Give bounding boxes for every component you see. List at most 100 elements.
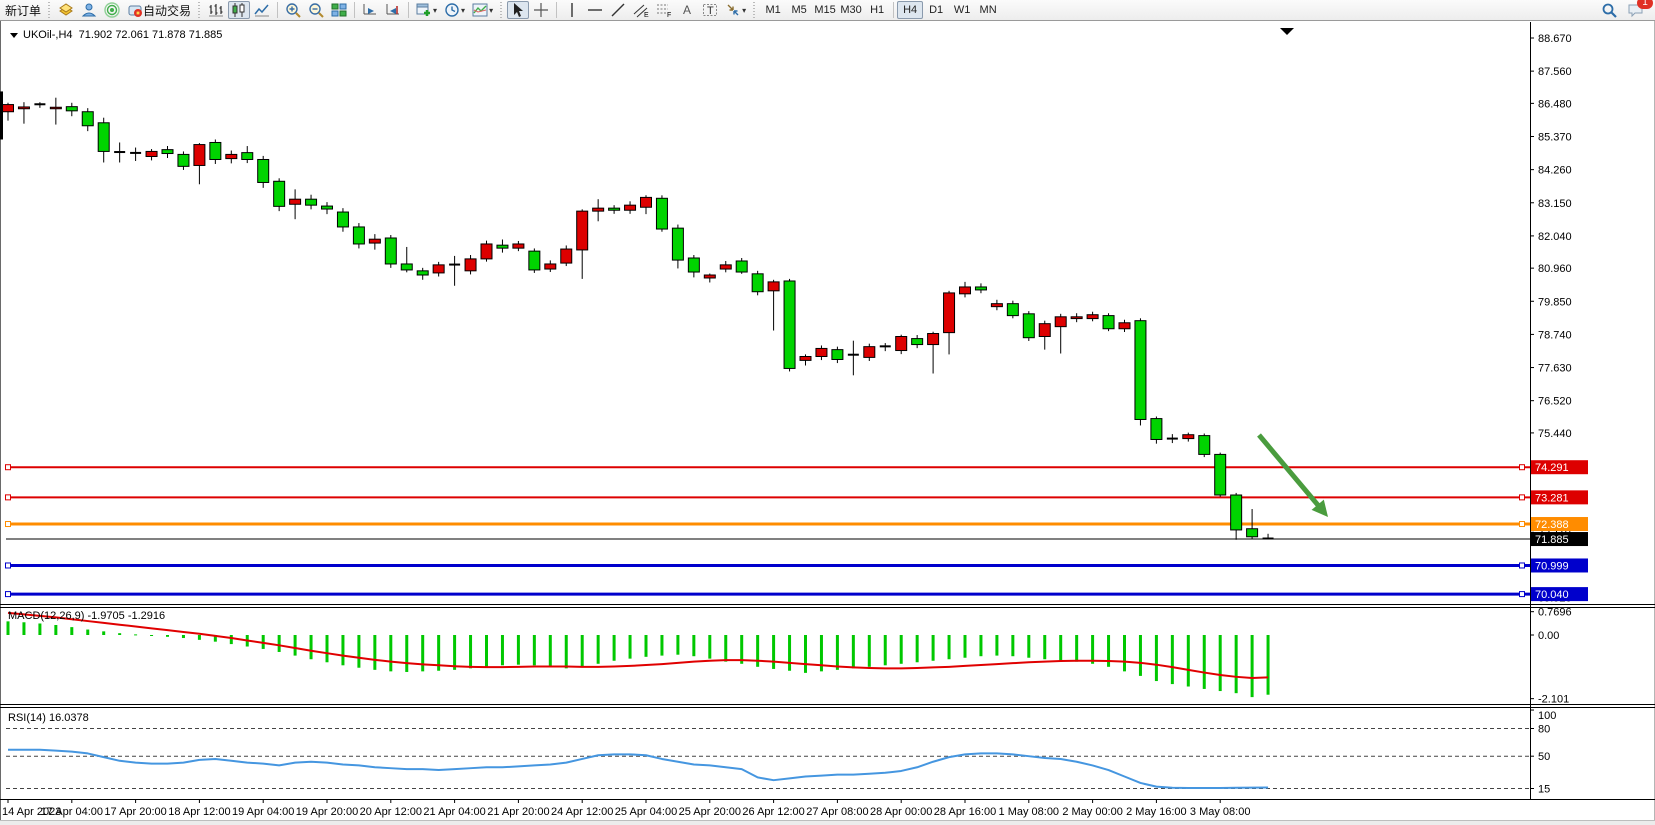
price-tick-label: 86.480 <box>1538 98 1572 110</box>
time-tick-label: 25 Apr 20:00 <box>679 806 741 818</box>
price-level-badge-label: 70.999 <box>1535 560 1569 572</box>
period-button-h1[interactable]: H1 <box>870 4 885 16</box>
templates-button[interactable]: ▾ <box>469 1 496 19</box>
macd-histogram-bar <box>1170 635 1174 685</box>
signals-button[interactable] <box>101 1 123 19</box>
candle <box>544 263 557 270</box>
timeframes-button[interactable]: ▾ <box>441 1 468 19</box>
macd-histogram-bar <box>1250 635 1254 698</box>
macd-histogram-bar <box>1011 635 1015 657</box>
chart-shift-button[interactable] <box>382 1 404 19</box>
autotrade-button[interactable]: 自动交易 <box>124 1 194 19</box>
notifications-button[interactable]: 1 <box>1624 0 1653 19</box>
macd-histogram-bar <box>1107 635 1111 667</box>
macd-histogram-bar <box>1138 635 1142 676</box>
candle <box>879 345 891 348</box>
macd-histogram-bar <box>772 635 776 669</box>
macd-histogram-bar <box>851 635 855 669</box>
cursor-tool-button[interactable] <box>507 1 530 19</box>
candle <box>464 258 477 272</box>
horizontal-line-tool-button[interactable] <box>584 1 606 19</box>
zoom-out-button[interactable] <box>305 1 327 19</box>
toolbar-separator <box>556 2 558 18</box>
market-watch-button[interactable] <box>55 1 77 19</box>
chart-title-collapse-icon <box>10 32 18 38</box>
price-level-badge-label: 72.388 <box>1535 519 1569 531</box>
crosshair-tool-button[interactable] <box>530 1 552 19</box>
chevron-down-icon: ▾ <box>742 5 747 15</box>
chart-area: 88.670 87.560 86.480 85.370 84.260 83.150 82.0… <box>0 21 1655 825</box>
period-button-mn[interactable]: MN <box>979 4 997 16</box>
macd-histogram-bar <box>405 635 409 672</box>
level-line-handle[interactable] <box>5 521 11 528</box>
text-tool-button[interactable]: A <box>676 1 698 19</box>
macd-label: MACD(12,26,9) -1.9705 -1.2916 <box>8 610 166 622</box>
level-line-handle[interactable] <box>5 591 11 598</box>
candle <box>831 349 844 360</box>
candle <box>257 158 270 183</box>
macd-histogram-bar <box>804 635 807 673</box>
channel-tool-button[interactable]: E <box>630 1 652 19</box>
price-level-badge <box>1531 490 1588 505</box>
candle <box>783 280 796 369</box>
new-order-button[interactable]: 新订单 <box>2 1 44 19</box>
macd-histogram-bar <box>516 635 520 665</box>
level-line-handle[interactable] <box>1519 591 1525 598</box>
arrows-tool-button[interactable]: ▾ <box>722 1 749 19</box>
period-button-m15[interactable]: M15 <box>814 4 836 16</box>
candle <box>496 244 509 249</box>
period-button-d1[interactable]: D1 <box>929 4 944 16</box>
trendline-icon <box>611 3 625 17</box>
candle <box>449 263 461 266</box>
time-tick-label: 28 Apr 00:00 <box>870 806 932 818</box>
vertical-line-tool-button[interactable] <box>561 1 583 19</box>
period-button-m1[interactable]: M1 <box>765 4 781 16</box>
macd-histogram-bar <box>437 635 441 671</box>
macd-histogram-bar <box>102 631 106 635</box>
candle <box>17 106 30 110</box>
macd-histogram-bar <box>181 635 185 639</box>
candlestick-chart-button[interactable] <box>228 1 251 19</box>
level-line-handle[interactable] <box>1519 562 1525 569</box>
label-tool-button[interactable]: T <box>699 1 721 19</box>
period-toolbar: M1 M5 M15 M30 H1 H4 D1 W1 MN <box>760 1 1001 19</box>
line-chart-button[interactable] <box>251 1 273 19</box>
period-button-m30[interactable]: M30 <box>840 4 862 16</box>
bar-chart-button[interactable] <box>205 1 227 19</box>
chart-shift-marker[interactable] <box>1280 28 1294 35</box>
macd-histogram-bar <box>676 635 680 655</box>
zoom-in-button[interactable] <box>282 1 304 19</box>
level-line-handle[interactable] <box>5 464 11 471</box>
level-line-handle[interactable] <box>1519 464 1525 471</box>
trendline-tool-button[interactable] <box>607 1 629 19</box>
macd-histogram-bar <box>612 635 616 661</box>
navigator-button[interactable] <box>78 1 100 19</box>
trend-arrow-annotation[interactable] <box>1257 433 1323 510</box>
level-line-handle[interactable] <box>5 562 11 569</box>
market-watch-icon <box>59 3 73 16</box>
macd-histogram-bar <box>70 627 74 635</box>
time-tick-label: 1 May 08:00 <box>999 806 1060 818</box>
level-line-handle[interactable] <box>1519 494 1525 501</box>
period-button-h4[interactable]: H4 <box>897 1 924 19</box>
period-button-m5[interactable]: M5 <box>791 4 807 16</box>
candle <box>911 338 924 346</box>
period-button-w1[interactable]: W1 <box>953 4 971 16</box>
level-line-handle[interactable] <box>5 494 11 501</box>
time-tick-label: 27 Apr 08:00 <box>806 806 868 818</box>
fibonacci-tool-button[interactable]: F <box>653 1 675 19</box>
macd-histogram-bar <box>915 635 919 663</box>
tile-windows-button[interactable] <box>328 1 350 19</box>
chart-title-row[interactable]: UKOil-,H4 71.902 72.061 71.878 71.885 <box>10 29 222 41</box>
search-button[interactable] <box>1598 1 1620 19</box>
candle <box>927 333 940 346</box>
channel-letter: E <box>644 12 649 18</box>
level-line-handle[interactable] <box>1519 521 1525 528</box>
new-chart-button[interactable]: ▾ <box>413 1 440 19</box>
macd-histogram-bar <box>660 635 664 656</box>
auto-scroll-button[interactable] <box>359 1 381 19</box>
macd-histogram-bar <box>979 635 983 657</box>
horizontal-line-icon <box>588 9 603 11</box>
text-label-icon: T <box>703 4 718 17</box>
macd-histogram-bar <box>580 635 584 667</box>
